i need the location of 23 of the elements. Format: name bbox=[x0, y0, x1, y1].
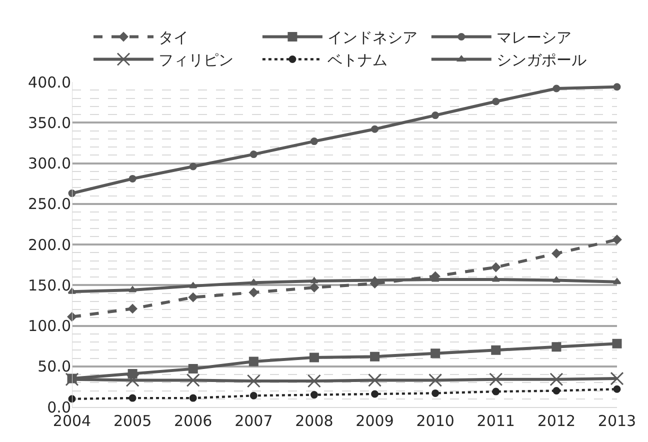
y-tick-label: 350.0 bbox=[28, 114, 71, 132]
x-tick-label: 2005 bbox=[113, 412, 152, 430]
legend-label: シンガポール bbox=[496, 51, 586, 70]
y-tick-label: 100.0 bbox=[28, 317, 71, 335]
legend-label: フィリピン bbox=[158, 51, 234, 70]
x-tick-label: 2007 bbox=[234, 412, 273, 430]
y-tick-label: 50.0 bbox=[38, 358, 71, 376]
x-tick-label: 2010 bbox=[416, 412, 454, 430]
y-tick-label: 200.0 bbox=[28, 236, 71, 254]
legend-label: インドネシア bbox=[327, 28, 418, 47]
legend-label: マレーシア bbox=[496, 28, 572, 47]
legend-label: ベトナム bbox=[327, 51, 388, 70]
legend-label: タイ bbox=[158, 28, 188, 47]
x-tick-label: 2011 bbox=[476, 412, 515, 430]
y-tick-label: 300.0 bbox=[28, 154, 71, 172]
x-tick-label: 2012 bbox=[537, 412, 576, 430]
x-tick-label: 2008 bbox=[295, 412, 334, 430]
x-tick-label: 2013 bbox=[598, 412, 636, 430]
y-tick-label: 400.0 bbox=[28, 73, 71, 92]
x-tick-label: 2009 bbox=[356, 412, 394, 430]
x-tick-label: 2006 bbox=[174, 412, 212, 430]
y-tick-label: 250.0 bbox=[28, 195, 71, 214]
y-tick-label: 150.0 bbox=[28, 276, 71, 294]
